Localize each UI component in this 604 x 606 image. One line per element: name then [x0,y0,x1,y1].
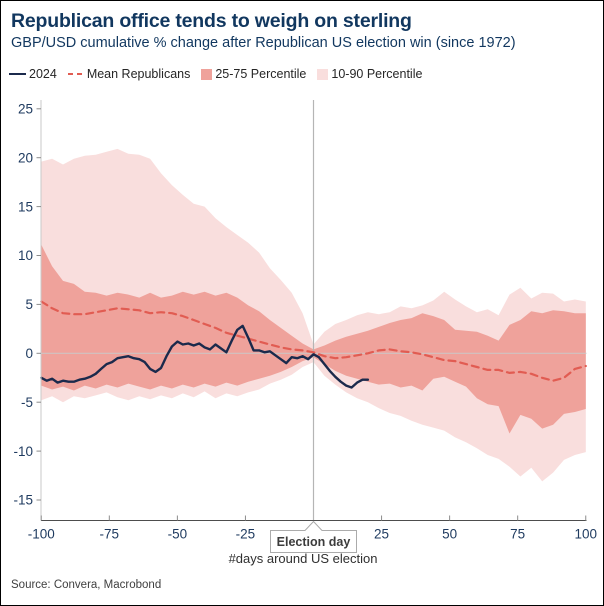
y-tick-label: -10 [13,444,33,459]
legend-label: 10-90 Percentile [331,67,423,81]
y-tick-label: 10 [18,248,33,263]
band-swatch-icon [317,68,329,80]
x-axis-title: #days around US election [228,551,378,566]
band-swatch-icon [201,68,213,80]
legend-label: 2024 [29,67,57,81]
x-tick-label: 75 [510,527,525,542]
y-tick-label: 0 [25,346,33,361]
y-tick-label: -5 [21,395,33,410]
legend-label: 25-75 Percentile [215,67,307,81]
y-tick-label: 5 [25,297,33,312]
chart-subtitle: GBP/USD cumulative % change after Republ… [11,35,516,51]
x-tick-label: 50 [442,527,457,542]
source-note: Source: Convera, Macrobond [11,579,162,591]
x-tick-label: 25 [374,527,389,542]
x-tick-label: -25 [236,527,256,542]
series-mean-republicans [40,300,587,382]
x-tick-label: 100 [574,527,597,542]
y-tick-label: -15 [13,493,33,508]
band-10-90-percentile [41,148,586,482]
election-day-callout [270,520,357,553]
legend-item-mean-republicans: Mean Republicans [67,67,191,81]
series-2024 [40,324,370,389]
x-tick-label: -75 [100,527,120,542]
legend-label: Mean Republicans [86,67,191,81]
legend-item-10-90-percentile: 10-90 Percentile [317,67,422,81]
x-tick-label: -50 [168,527,188,542]
legend-item-2024: 2024 [9,67,57,81]
y-tick-label: 20 [18,150,33,165]
y-tick-label: 15 [18,199,33,214]
line-swatch-icon [9,72,26,76]
dash-swatch-icon [67,72,84,76]
chart-title: Republican office tends to weigh on ster… [11,10,412,32]
band-25-75-percentile [41,244,586,434]
y-tick-label: 25 [18,102,33,117]
election-day-label: Election day [277,535,351,549]
legend-item-25-75-percentile: 25-75 Percentile [201,67,306,81]
x-tick-label: -100 [28,527,55,542]
chart-legend: 2024 Mean Republicans 25-75 Percentile 10-9… [9,67,422,81]
